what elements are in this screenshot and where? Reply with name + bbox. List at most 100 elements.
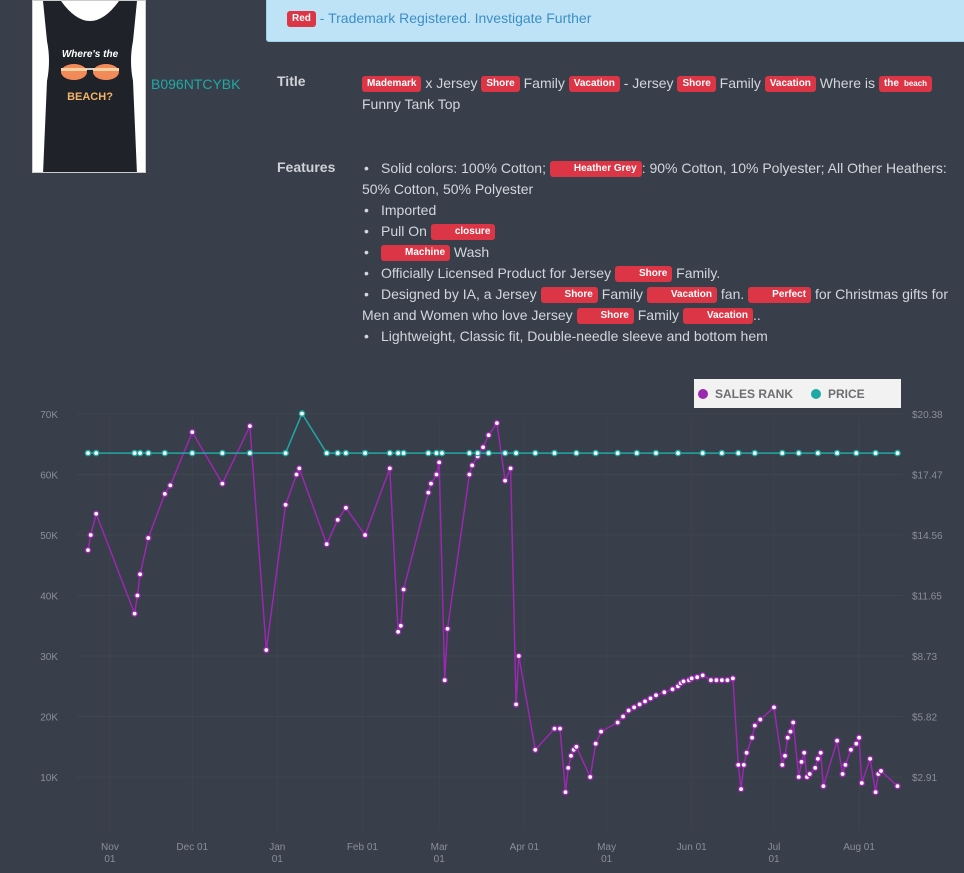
data-point-price — [485, 449, 492, 457]
data-point-price — [872, 449, 879, 457]
y-left-tick-label: 10K — [40, 773, 58, 784]
text-fragment: Imported — [381, 202, 437, 218]
bullet-icon: • — [364, 286, 369, 302]
x-tick-label-line2: 01 — [768, 854, 780, 865]
data-point-sales-rank — [814, 755, 822, 763]
alert-tag: Red — [287, 11, 316, 28]
data-point-price — [592, 449, 600, 457]
data-point-sales-rank — [144, 534, 152, 542]
text-fragment: Pull On — [381, 223, 431, 239]
data-point-sales-rank — [282, 501, 289, 509]
keyword-tag[interactable]: closure — [430, 224, 496, 241]
feature-item: • Machine Wash — [362, 242, 962, 263]
keyword-tag-label: Machine — [405, 247, 446, 259]
series-line-sales-rank — [87, 421, 899, 793]
keyword-tag[interactable]: Mademark — [362, 76, 422, 93]
keyword-tag[interactable]: Shore — [540, 287, 598, 304]
price-dot-icon — [811, 388, 822, 399]
data-point-sales-rank — [397, 622, 405, 630]
asin-link[interactable]: B096NTCYBK — [151, 76, 241, 92]
data-point-sales-rank — [592, 740, 600, 748]
data-point-price — [779, 449, 786, 457]
data-point-sales-rank — [875, 770, 882, 778]
x-tick-label-line2: 01 — [434, 854, 446, 865]
data-point-price — [136, 449, 144, 457]
y-left-tick-label: 60K — [40, 471, 58, 482]
data-point-sales-rank — [295, 465, 303, 472]
keyword-tag[interactable]: Heather Grey — [549, 161, 642, 178]
y-right-tick-label: $20.38 — [912, 410, 943, 421]
data-point-price — [614, 449, 621, 457]
text-fragment: Family — [597, 286, 647, 302]
data-point-price — [433, 449, 440, 457]
title-label: Title — [277, 73, 306, 89]
data-point-sales-rank — [847, 746, 855, 754]
data-point-price — [718, 449, 726, 457]
keyword-tag[interactable]: Shore — [614, 266, 673, 283]
y-left-tick-label: 50K — [40, 531, 58, 542]
data-point-sales-rank — [468, 462, 476, 469]
data-point-sales-rank — [136, 571, 144, 578]
x-tick-label: Jul — [768, 842, 781, 853]
data-point-price — [751, 449, 759, 457]
keyword-tag-label: Shore — [564, 289, 593, 301]
data-point-sales-rank — [474, 453, 482, 460]
data-point-price — [334, 449, 342, 457]
data-point-sales-rank — [781, 752, 789, 760]
data-point-sales-rank — [800, 749, 808, 757]
data-point-sales-rank — [293, 471, 300, 478]
feature-item: • Solid colors: 100% Cotton; Heather Grey… — [362, 158, 962, 200]
data-point-sales-rank — [872, 788, 879, 796]
text-fragment: x Jersey — [421, 75, 482, 91]
keyword-tag[interactable]: Vacation — [568, 76, 620, 93]
data-point-sales-rank — [515, 652, 523, 660]
y-left-tick-label: 30K — [40, 652, 58, 663]
data-point-price — [188, 449, 196, 457]
alert-message[interactable]: - Trademark Registered. Investigate Furt… — [315, 10, 592, 26]
keyword-tag[interactable]: Vacation — [764, 76, 816, 93]
legend-price[interactable]: PRICE — [811, 387, 865, 401]
keyword-tag[interactable]: Machine — [381, 245, 451, 262]
data-point-sales-rank — [729, 675, 737, 682]
data-point-sales-rank — [894, 782, 901, 790]
data-point-price — [735, 449, 742, 457]
keyword-tag[interactable]: Vacation — [682, 308, 753, 325]
data-point-price — [814, 449, 822, 457]
legend-sales-rank[interactable]: SALES RANK — [698, 387, 793, 401]
bullet-icon: • — [364, 223, 369, 239]
data-point-sales-rank — [512, 701, 520, 708]
legend-sales-rank-label: SALES RANK — [715, 386, 794, 401]
y-left-tick-label: 20K — [40, 713, 58, 724]
data-point-sales-rank — [866, 755, 874, 763]
data-point-sales-rank — [757, 716, 764, 723]
text-fragment: Where is — [815, 75, 879, 91]
keyword-tag[interactable]: Shore — [576, 308, 634, 325]
data-point-price — [400, 449, 407, 457]
data-point-sales-rank — [707, 676, 715, 684]
keyword-tag-label: Vacation — [706, 310, 748, 322]
data-point-sales-rank — [427, 480, 435, 487]
data-point-sales-rank — [435, 459, 443, 466]
data-point-price — [512, 449, 520, 457]
data-point-price — [361, 449, 369, 457]
data-point-sales-rank — [677, 679, 685, 687]
text-fragment: fan. — [717, 286, 749, 302]
keyword-tag[interactable]: Shore — [677, 76, 716, 93]
tank-top-image: Where's the BEACH? — [33, 1, 145, 172]
keyword-tag[interactable]: Shore — [481, 76, 520, 93]
keyword-tag[interactable]: Vacation — [646, 287, 718, 304]
data-point-sales-rank — [564, 764, 572, 772]
product-thumbnail[interactable]: Where's the BEACH? — [32, 0, 146, 173]
data-point-price — [674, 449, 682, 457]
x-tick-label: Dec 01 — [176, 842, 208, 853]
keyword-tag[interactable]: Perfect — [748, 287, 812, 304]
data-point-sales-rank — [770, 704, 778, 711]
data-point-sales-rank — [386, 465, 394, 472]
text-fragment: : 90% Cotton, 10% Polyester; All Other H… — [362, 160, 947, 197]
data-point-sales-rank — [735, 761, 742, 769]
keyword-tag-label: Heather Grey — [573, 163, 637, 175]
data-point-sales-rank — [161, 490, 169, 498]
data-point-price — [282, 449, 289, 457]
keyword-tag-label: Shore — [638, 268, 668, 280]
keyword-tag[interactable]: the beach — [878, 76, 933, 93]
